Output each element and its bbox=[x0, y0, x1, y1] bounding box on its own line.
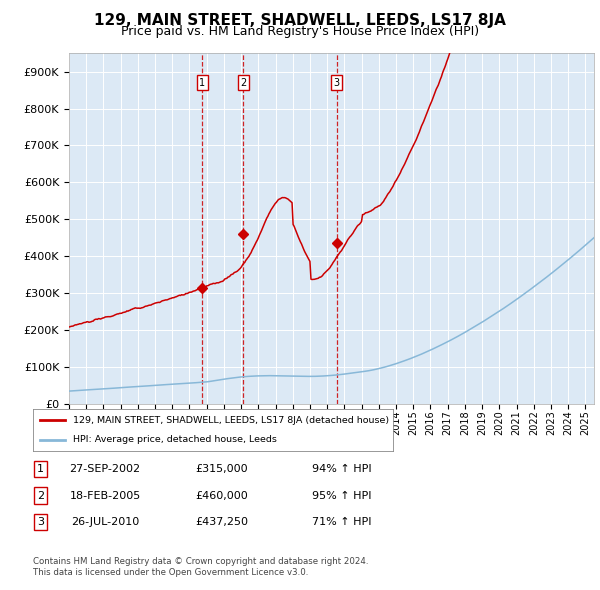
Text: 129, MAIN STREET, SHADWELL, LEEDS, LS17 8JA (detached house): 129, MAIN STREET, SHADWELL, LEEDS, LS17 … bbox=[73, 416, 389, 425]
Text: 129, MAIN STREET, SHADWELL, LEEDS, LS17 8JA: 129, MAIN STREET, SHADWELL, LEEDS, LS17 … bbox=[94, 13, 506, 28]
Text: This data is licensed under the Open Government Licence v3.0.: This data is licensed under the Open Gov… bbox=[33, 568, 308, 577]
Text: 2: 2 bbox=[240, 78, 247, 88]
Text: 27-SEP-2002: 27-SEP-2002 bbox=[70, 464, 140, 474]
Text: 1: 1 bbox=[199, 78, 205, 88]
Text: Price paid vs. HM Land Registry's House Price Index (HPI): Price paid vs. HM Land Registry's House … bbox=[121, 25, 479, 38]
Text: HPI: Average price, detached house, Leeds: HPI: Average price, detached house, Leed… bbox=[73, 435, 277, 444]
Text: £437,250: £437,250 bbox=[196, 517, 248, 527]
Text: 3: 3 bbox=[334, 78, 340, 88]
Text: 3: 3 bbox=[37, 517, 44, 527]
Text: £460,000: £460,000 bbox=[196, 491, 248, 500]
Text: 1: 1 bbox=[37, 464, 44, 474]
Text: 18-FEB-2005: 18-FEB-2005 bbox=[70, 491, 140, 500]
Text: 95% ↑ HPI: 95% ↑ HPI bbox=[312, 491, 372, 500]
Text: 71% ↑ HPI: 71% ↑ HPI bbox=[312, 517, 372, 527]
Text: 94% ↑ HPI: 94% ↑ HPI bbox=[312, 464, 372, 474]
Text: Contains HM Land Registry data © Crown copyright and database right 2024.: Contains HM Land Registry data © Crown c… bbox=[33, 558, 368, 566]
Text: 26-JUL-2010: 26-JUL-2010 bbox=[71, 517, 139, 527]
Text: 2: 2 bbox=[37, 491, 44, 500]
Text: £315,000: £315,000 bbox=[196, 464, 248, 474]
